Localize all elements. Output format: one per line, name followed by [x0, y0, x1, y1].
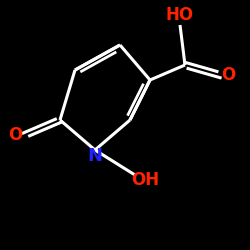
Text: N: N: [88, 147, 102, 165]
Text: O: O: [8, 126, 22, 144]
Text: O: O: [222, 66, 236, 84]
Text: HO: HO: [166, 6, 194, 24]
Text: OH: OH: [131, 171, 159, 189]
